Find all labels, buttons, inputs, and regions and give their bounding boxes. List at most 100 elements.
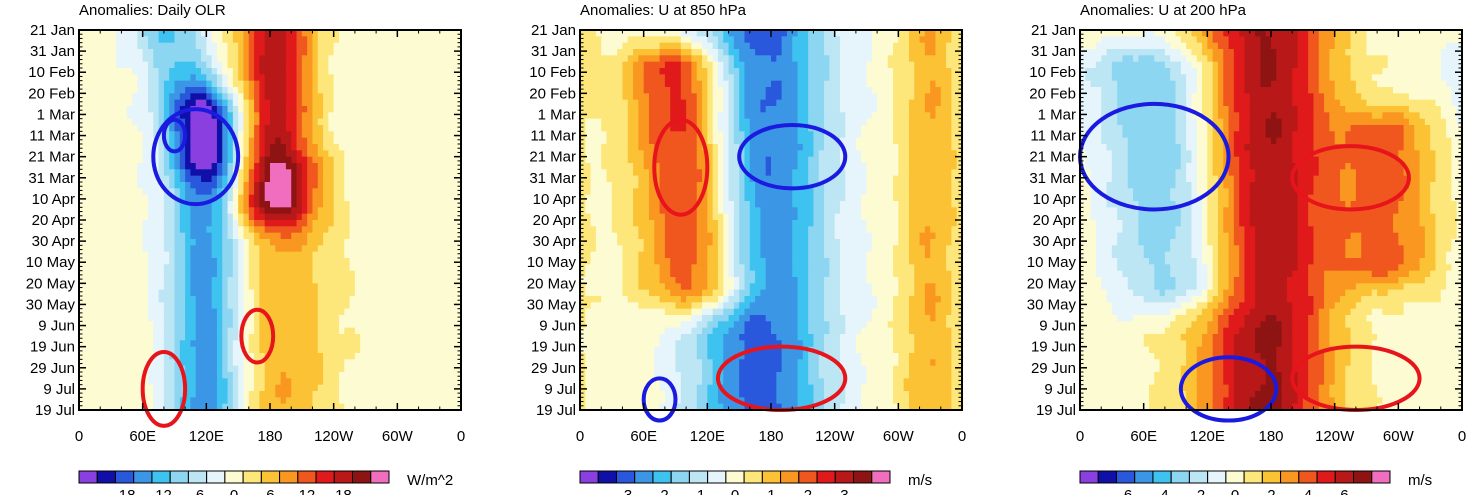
heatmap-cell (280, 137, 287, 145)
heatmap-cell (174, 36, 181, 44)
heatmap-cell (105, 258, 112, 265)
heatmap-cell (370, 213, 377, 221)
heatmap-cell (733, 36, 740, 44)
heatmap-cell (179, 74, 186, 82)
heatmap-cell (392, 346, 398, 354)
heatmap-cell (429, 125, 436, 132)
heatmap-cell (232, 334, 239, 341)
heatmap-cell (312, 163, 319, 170)
heatmap-cell (696, 55, 703, 63)
heatmap-cell (179, 207, 186, 215)
heatmap-cell (264, 226, 271, 234)
heatmap-cell (291, 391, 298, 398)
heatmap-cell (110, 289, 117, 297)
heatmap-cell (291, 353, 298, 360)
heatmap-cell (185, 68, 192, 75)
heatmap-cell (301, 264, 308, 272)
heatmap-cell (643, 61, 650, 69)
heatmap-cell (423, 220, 430, 227)
heatmap-cell (434, 403, 441, 411)
heatmap-cell (116, 87, 123, 94)
heatmap-cell (174, 365, 181, 373)
heatmap-cell (434, 188, 441, 196)
heatmap-cell (79, 30, 85, 37)
heatmap-cell (206, 125, 213, 132)
heatmap-cell (328, 365, 335, 373)
heatmap-cell (354, 365, 361, 373)
heatmap-cell (418, 403, 425, 411)
heatmap-cell (105, 226, 112, 234)
heatmap-cell (201, 283, 207, 291)
heatmap-cell (418, 80, 425, 88)
heatmap-cell (455, 55, 462, 63)
heatmap-cell (110, 80, 117, 88)
heatmap-cell (195, 308, 202, 316)
heatmap-cell (450, 175, 457, 183)
heatmap-cell (227, 169, 234, 177)
heatmap-cell (137, 74, 144, 82)
heatmap-cell (222, 258, 229, 265)
heatmap-cell (243, 289, 250, 297)
heatmap-cell (126, 359, 133, 367)
heatmap-cell (903, 36, 910, 44)
heatmap-cell (105, 74, 112, 82)
heatmap-cell (100, 220, 107, 227)
heatmap-cell (185, 378, 192, 386)
heatmap-cell (89, 55, 96, 63)
heatmap-cell (445, 365, 451, 373)
heatmap-cell (392, 302, 398, 310)
heatmap-cell (349, 277, 356, 284)
heatmap-cell (190, 112, 197, 120)
heatmap-cell (100, 340, 107, 348)
heatmap-cell (153, 87, 160, 94)
heatmap-cell (349, 403, 356, 411)
heatmap-cell (222, 359, 229, 367)
heatmap-cell (365, 239, 372, 246)
heatmap-cell (222, 80, 229, 88)
heatmap-cell (397, 207, 404, 215)
heatmap-cell (323, 384, 329, 392)
heatmap-cell (940, 36, 947, 44)
heatmap-cell (434, 194, 441, 202)
heatmap-cell (147, 99, 154, 107)
heatmap-cell (580, 49, 586, 56)
heatmap-cell (392, 131, 398, 139)
heatmap-cell (216, 118, 223, 126)
heatmap-cell (248, 384, 255, 392)
heatmap-cell (376, 169, 383, 177)
heatmap-cell (132, 353, 138, 360)
heatmap-cell (222, 207, 229, 215)
heatmap-cell (270, 346, 276, 354)
heatmap-cell (243, 232, 250, 240)
heatmap-cell (312, 49, 319, 56)
heatmap-cell (105, 112, 112, 120)
heatmap-cell (312, 321, 319, 329)
heatmap-cell (450, 334, 457, 341)
heatmap-cell (126, 207, 133, 215)
heatmap-cell (381, 340, 388, 348)
heatmap-cell (254, 118, 260, 126)
heatmap-cell (280, 239, 287, 246)
heatmap-cell (381, 226, 388, 234)
heatmap-cell (169, 182, 176, 189)
heatmap-cell (285, 321, 292, 329)
heatmap-cell (312, 118, 319, 126)
heatmap-cell (590, 36, 597, 44)
heatmap-cell (296, 251, 303, 259)
heatmap-cell (338, 258, 345, 265)
heatmap-cell (158, 296, 165, 303)
heatmap-cell (397, 353, 404, 360)
heatmap-cell (344, 359, 351, 367)
heatmap-cell (951, 30, 958, 37)
heatmap-cell (818, 42, 825, 50)
heatmap-cell (94, 87, 101, 94)
heatmap-cell (254, 80, 260, 88)
heatmap-cell (423, 106, 430, 113)
heatmap-cell (201, 340, 207, 348)
heatmap-cell (169, 93, 176, 101)
heatmap-cell (307, 391, 314, 398)
heatmap-cell (360, 49, 367, 56)
heatmap-cell (360, 264, 367, 272)
heatmap-cell (882, 30, 889, 37)
heatmap-cell (349, 232, 356, 240)
